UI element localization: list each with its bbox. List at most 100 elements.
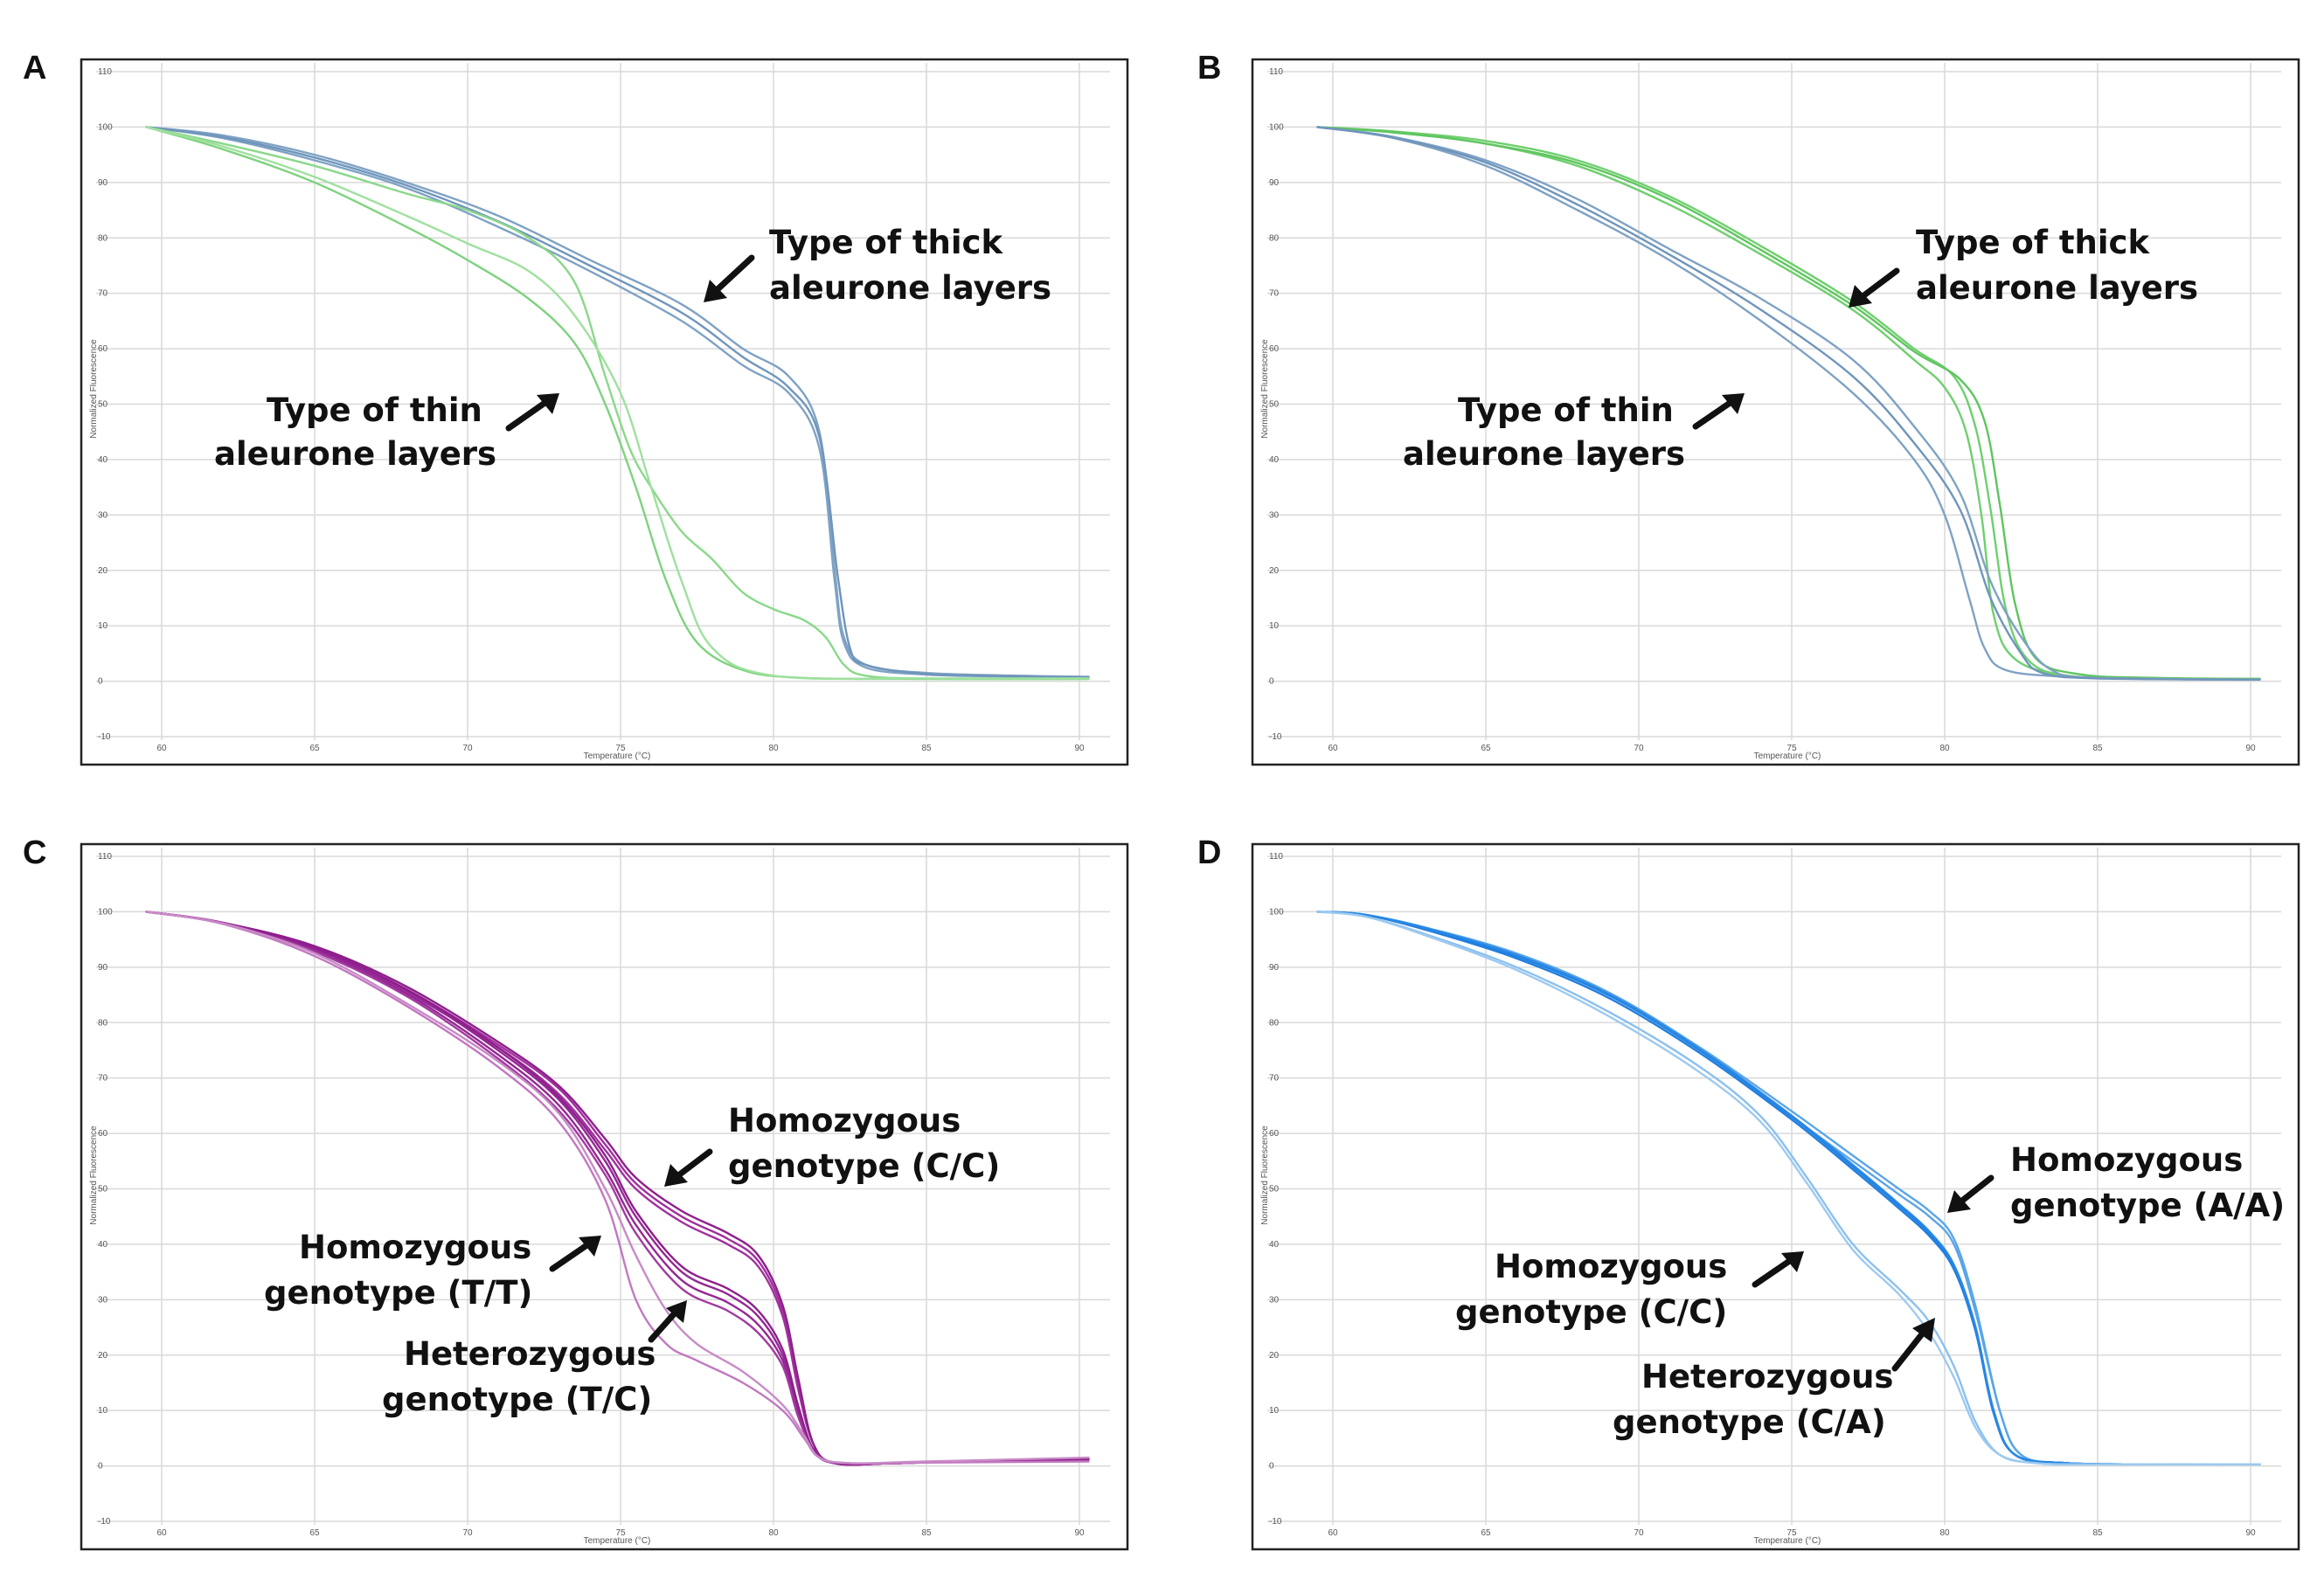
melt-curve-c-c-2 (1316, 911, 2261, 1465)
annotation-text-line: Homozygous (728, 1102, 961, 1139)
y-tick-label: 0 (98, 677, 103, 687)
x-tick-label: 80 (768, 1528, 779, 1538)
panel-d-annotation-aa: Homozygous genotype (A/A) (1947, 1141, 2285, 1224)
x-tick-label: 85 (2092, 1528, 2103, 1538)
arrowhead-icon (1722, 393, 1745, 414)
panel-a-frame (80, 58, 1129, 766)
melt-curve-thin-3 (1316, 126, 2261, 681)
arrow-icon (549, 1243, 589, 1272)
y-tick-label: 40 (1269, 1240, 1280, 1250)
x-tick-label: 70 (1634, 744, 1644, 753)
y-tick-label: 0 (1269, 1462, 1274, 1472)
y-tick-label: 70 (1269, 289, 1280, 299)
y-tick-label: 10 (1269, 621, 1280, 631)
y-tick-label: 30 (98, 1295, 108, 1305)
annotation-text-line: aleurone layers (1916, 269, 2198, 307)
x-tick-label: 60 (1328, 744, 1338, 753)
annotation-text-line: genotype (T/T) (264, 1274, 532, 1312)
arrowhead-icon (579, 1236, 601, 1257)
y-tick-label: 90 (1269, 178, 1280, 188)
y-tick-label: 110 (98, 67, 112, 77)
panel-c-grid (96, 848, 1110, 1525)
panel-d-letter: D (1197, 835, 1221, 871)
x-tick-label: 60 (1328, 1528, 1338, 1538)
annotation-text-line: Type of thick (1916, 224, 2150, 261)
y-tick-label: 70 (98, 1074, 108, 1084)
annotation-text-line: aleurone layers (214, 435, 496, 473)
y-tick-label: 110 (1269, 852, 1283, 862)
y-tick-label: 90 (1269, 963, 1280, 973)
annotation-text-line: Heterozygous (1641, 1358, 1893, 1396)
y-tick-label: 100 (1269, 122, 1284, 132)
panel-c-series (145, 911, 1090, 1466)
y-tick-label: 60 (1269, 1129, 1280, 1139)
y-tick-label: 100 (98, 122, 113, 132)
panel-c-ticks: 60 65 70 75 80 85 90 -10 0 10 20 30 40 50 60 70 80 90 100 1… (98, 852, 1085, 1538)
x-tick-label: 65 (309, 744, 320, 753)
panel-a-xlabel: Temperature (°C) (584, 751, 651, 761)
panel-a-ticks: 60 65 70 75 80 85 90 -10 0 10 20 30 40 50 60 70 80 90 100 1… (98, 67, 1085, 753)
annotation-text-line: Homozygous (299, 1229, 531, 1266)
y-tick-label: 20 (1269, 566, 1280, 576)
panel-b-frame (1251, 58, 2300, 766)
y-tick-label: 90 (98, 178, 108, 188)
annotation-text-line: genotype (T/C) (382, 1381, 652, 1418)
y-tick-label: -10 (98, 732, 111, 742)
panel-c-annotation-tt: Homozygous genotype (T/T) (264, 1229, 601, 1312)
x-tick-label: 60 (156, 744, 167, 753)
panel-b-series (1316, 126, 2261, 681)
annotation-text-line: Homozygous (1495, 1248, 1727, 1285)
annotation-text-line: Type of thin (1458, 391, 1674, 429)
panel-d-annotation-ca: Heterozygous genotype (C/A) (1613, 1318, 1935, 1441)
arrow-icon (1891, 1332, 1925, 1372)
melt-curve-thin-2 (1316, 126, 2261, 681)
annotation-text-line: genotype (C/C) (728, 1147, 1000, 1185)
arrowhead-icon (666, 1300, 687, 1323)
y-tick-label: 40 (1269, 455, 1280, 465)
panel-d: D 60 65 70 75 80 85 90 -10 0 10 20 30 40 50 60 70 80 90 10… (1197, 835, 2300, 1551)
x-tick-label: 90 (2245, 1528, 2256, 1538)
arrowhead-icon (664, 1164, 688, 1187)
arrowhead-icon (537, 393, 559, 414)
arrow-icon (1858, 267, 1900, 301)
melt-curve-t-c-4 (145, 911, 1090, 1465)
arrow-icon (674, 1148, 713, 1180)
annotation-text-line: genotype (C/C) (1455, 1293, 1727, 1331)
arrowhead-icon (704, 280, 727, 302)
panel-b-letter: B (1197, 50, 1221, 87)
melt-curve-thick-2 (1316, 126, 2261, 681)
arrow-icon (648, 1312, 676, 1343)
x-tick-label: 90 (1074, 744, 1085, 753)
x-tick-label: 65 (1481, 744, 1491, 753)
y-tick-label: 110 (1269, 67, 1283, 77)
y-tick-label: 80 (98, 233, 108, 243)
arrowhead-icon (1849, 285, 1872, 308)
x-tick-label: 85 (921, 744, 932, 753)
panel-c-xlabel: Temperature (°C) (584, 1536, 651, 1546)
y-tick-label: 10 (1269, 1406, 1280, 1416)
arrowhead-icon (1781, 1251, 1804, 1272)
x-tick-label: 75 (1786, 1528, 1797, 1538)
panel-a-series (145, 126, 1090, 681)
panel-a-ylabel: Normalized Fluorescence (89, 339, 99, 439)
x-tick-label: 70 (462, 1528, 473, 1538)
panel-c-annotation-cc: Homozygous genotype (C/C) (664, 1102, 1000, 1187)
arrow-icon (1752, 1258, 1792, 1288)
y-tick-label: 90 (98, 963, 108, 973)
y-tick-label: 20 (1269, 1351, 1280, 1361)
y-tick-label: 80 (1269, 233, 1280, 243)
panel-b-annotation-thick: Type of thick aleurone layers (1849, 224, 2198, 308)
panel-b: B 60 65 70 75 80 85 90 -10 0 10 20 30 40 50 60 70 80 90 10… (1197, 50, 2300, 766)
panel-a-annotation-thick: Type of thick aleurone layers (704, 224, 1051, 307)
x-tick-label: 80 (768, 744, 779, 753)
y-tick-label: 50 (1269, 1185, 1280, 1195)
arrow-icon (1959, 1174, 1994, 1204)
panel-c-ylabel: Normalized Fluorescence (89, 1125, 99, 1225)
annotation-text-line: genotype (A/A) (2010, 1187, 2285, 1224)
y-tick-label: 50 (1269, 400, 1280, 410)
y-tick-label: 80 (98, 1018, 108, 1028)
panel-a-letter: A (23, 50, 46, 87)
x-tick-label: 65 (309, 1528, 320, 1538)
arrow-icon (713, 254, 755, 294)
